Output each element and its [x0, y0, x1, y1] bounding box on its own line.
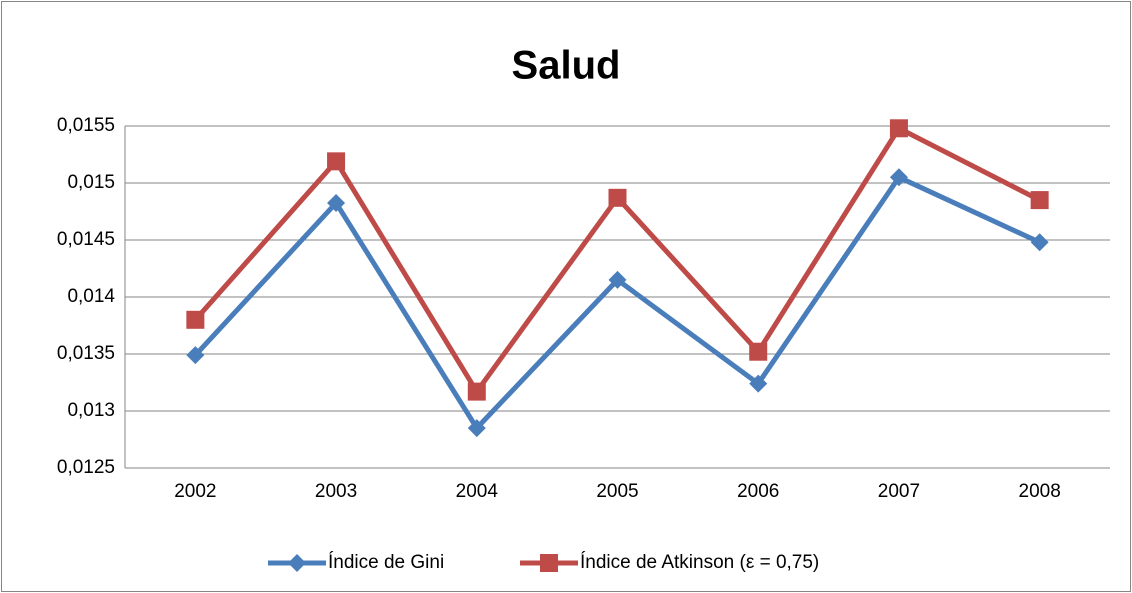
marker — [889, 168, 908, 187]
y-tick-label: 0,0145 — [57, 229, 115, 250]
marker — [186, 346, 205, 365]
x-tick-label: 2002 — [174, 481, 216, 502]
marker — [608, 188, 627, 207]
x-tick-label: 2004 — [456, 481, 499, 502]
y-tick-label: 0,014 — [67, 286, 115, 307]
marker — [889, 119, 908, 138]
marker — [467, 419, 486, 438]
marker — [327, 193, 346, 212]
legend-label: Índice de Gini — [328, 552, 444, 573]
y-tick-label: 0,0155 — [57, 115, 115, 136]
marker — [288, 554, 306, 572]
marker — [186, 310, 205, 329]
x-tick-label: 2008 — [1019, 481, 1061, 502]
marker — [1030, 233, 1049, 252]
marker — [749, 342, 768, 361]
y-tick-label: 0,0125 — [57, 457, 115, 478]
y-tick-label: 0,013 — [67, 400, 115, 421]
x-tick-label: 2003 — [315, 481, 357, 502]
legend-label: Índice de Atkinson (ε = 0,75) — [580, 552, 819, 573]
x-tick-label: 2006 — [737, 481, 779, 502]
y-tick-label: 0,015 — [67, 172, 115, 193]
x-tick-label: 2007 — [878, 481, 920, 502]
chart-title: Salud — [512, 44, 621, 88]
marker — [749, 374, 768, 393]
marker — [608, 270, 627, 289]
marker — [540, 554, 558, 572]
x-tick-label: 2005 — [596, 481, 638, 502]
marker — [327, 152, 346, 171]
marker — [1030, 191, 1049, 210]
y-tick-label: 0,0135 — [57, 343, 115, 364]
marker — [467, 382, 486, 401]
